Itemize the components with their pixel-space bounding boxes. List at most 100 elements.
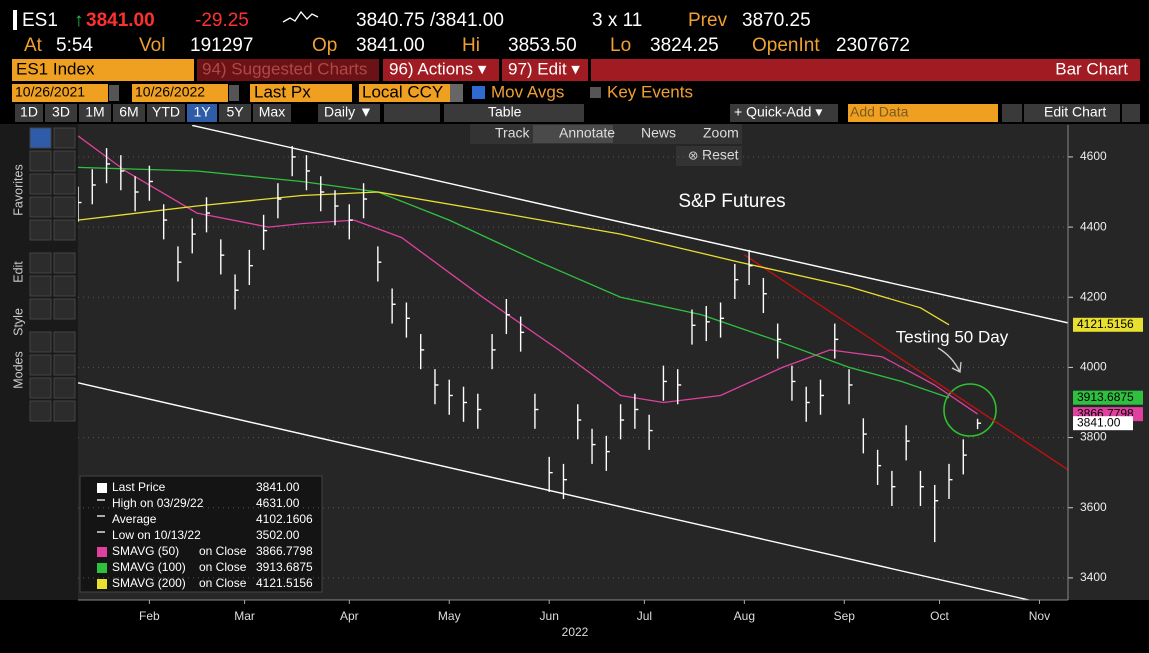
high-label: Hi [462, 35, 480, 56]
period-label[interactable]: 5Y [226, 104, 244, 120]
calendar-icon[interactable] [229, 85, 239, 101]
tool-icon[interactable] [53, 127, 76, 149]
settings-button[interactable] [1122, 104, 1140, 122]
suggested[interactable]: 94) Suggested Charts [202, 59, 367, 78]
table[interactable]: Table [488, 104, 522, 120]
reset-button[interactable] [676, 146, 742, 166]
period-label[interactable]: 6M [119, 104, 138, 120]
legend-name: SMAVG (50) [112, 544, 179, 558]
collapse-button[interactable] [1002, 104, 1022, 122]
axis-tag [1073, 317, 1143, 332]
tool-icon[interactable] [53, 150, 76, 172]
draw-icons[interactable] [384, 104, 440, 122]
tool-icon[interactable] [53, 275, 76, 297]
tool-icon[interactable] [29, 400, 52, 422]
x-axis-label: 2022 [562, 625, 589, 639]
tool-icon[interactable] [29, 331, 52, 353]
period-button[interactable] [113, 104, 145, 122]
tool-icon[interactable] [53, 173, 76, 195]
end-date[interactable]: 10/26/2022 [135, 84, 205, 100]
low: 3824.25 [650, 35, 719, 56]
tool-icon[interactable] [53, 298, 76, 320]
period-label[interactable]: 1Y [193, 104, 211, 120]
period-button[interactable] [219, 104, 251, 122]
key-events-checkbox[interactable] [590, 87, 601, 98]
quick-add[interactable]: + Quick-Add ▾ [734, 104, 822, 120]
period-button[interactable] [15, 104, 43, 122]
tool-icon[interactable] [29, 252, 52, 274]
tool-icon[interactable] [29, 354, 52, 376]
tool-icon[interactable] [53, 252, 76, 274]
mov-avgs[interactable]: Mov Avgs [491, 82, 564, 101]
edit[interactable]: 97) Edit ▾ [508, 59, 580, 78]
period-label[interactable]: 1M [85, 104, 104, 120]
tool-icon[interactable] [29, 127, 52, 149]
x-tick-label: Feb [139, 609, 160, 623]
period-button[interactable] [45, 104, 77, 122]
quick-add-button[interactable] [730, 104, 838, 122]
tool-icon[interactable] [53, 331, 76, 353]
currency-box[interactable] [359, 84, 463, 102]
tool-icon[interactable] [29, 196, 52, 218]
sparkline [282, 10, 319, 23]
vol: 191297 [190, 35, 253, 56]
security[interactable]: ES1 Index [16, 59, 95, 78]
start-date-box[interactable] [12, 84, 108, 102]
tool-icon[interactable] [29, 275, 52, 297]
mov-avgs-checkbox[interactable] [472, 86, 485, 99]
actions-button[interactable] [383, 59, 499, 81]
period-label[interactable]: Max [259, 104, 285, 120]
field[interactable]: Last Px [254, 82, 311, 101]
tool-icon[interactable] [29, 377, 52, 399]
chart-tool[interactable]: Zoom [703, 125, 739, 141]
moving-average [78, 166, 950, 399]
period-button[interactable] [79, 104, 111, 122]
tool-icon[interactable] [29, 150, 52, 172]
period-label[interactable]: YTD [152, 104, 180, 120]
security-box[interactable] [12, 59, 194, 81]
tool-icon[interactable] [53, 377, 76, 399]
dropdown[interactable] [450, 84, 463, 102]
tool-icon[interactable] [53, 354, 76, 376]
vol-label: Vol [139, 35, 165, 56]
period-label[interactable]: 3D [52, 104, 70, 120]
currency[interactable]: Local CCY [362, 82, 443, 101]
oi: 2307672 [836, 35, 910, 56]
start-date[interactable]: 10/26/2021 [15, 84, 85, 100]
chart-tool[interactable]: Annotate [559, 125, 615, 141]
reset[interactable]: Reset [702, 147, 739, 163]
end-date-box[interactable] [132, 84, 228, 102]
table-button[interactable] [444, 104, 584, 122]
chart-tool[interactable]: News [641, 125, 676, 141]
tool-icon[interactable] [53, 196, 76, 218]
edit-chart-button[interactable] [1024, 104, 1120, 122]
chart-title: S&P Futures [678, 191, 785, 212]
y-tick-label: 4600 [1080, 149, 1107, 163]
tool-icon[interactable] [29, 173, 52, 195]
add-data-button[interactable] [848, 104, 998, 122]
add-data[interactable]: Add Data [850, 104, 909, 120]
tool-icon[interactable] [29, 298, 52, 320]
period-button[interactable] [147, 104, 185, 122]
tool-icon[interactable] [29, 219, 52, 241]
oi-label: OpenInt [752, 35, 820, 56]
actions[interactable]: 96) Actions ▾ [389, 59, 487, 78]
period-label[interactable]: 1D [20, 104, 38, 120]
field-box[interactable] [250, 84, 352, 102]
tool-icon[interactable] [53, 219, 76, 241]
tool-icon[interactable] [53, 400, 76, 422]
edit-button[interactable] [502, 59, 588, 81]
size: 3 x 11 [592, 10, 642, 31]
chart-tool[interactable]: Track [495, 125, 530, 141]
last-price: 3841.00 [86, 10, 155, 31]
axis-tag [1073, 416, 1133, 431]
edit-chart[interactable]: Edit Chart [1044, 104, 1106, 120]
period-button[interactable] [253, 104, 291, 122]
period-button[interactable] [187, 104, 217, 122]
frequency[interactable]: Daily ▼ [324, 104, 373, 120]
calendar-icon[interactable] [109, 85, 119, 101]
legend-swatch [97, 579, 107, 589]
suggested-button[interactable] [197, 59, 379, 81]
frequency-button[interactable] [318, 104, 380, 122]
key-events[interactable]: Key Events [607, 82, 693, 101]
